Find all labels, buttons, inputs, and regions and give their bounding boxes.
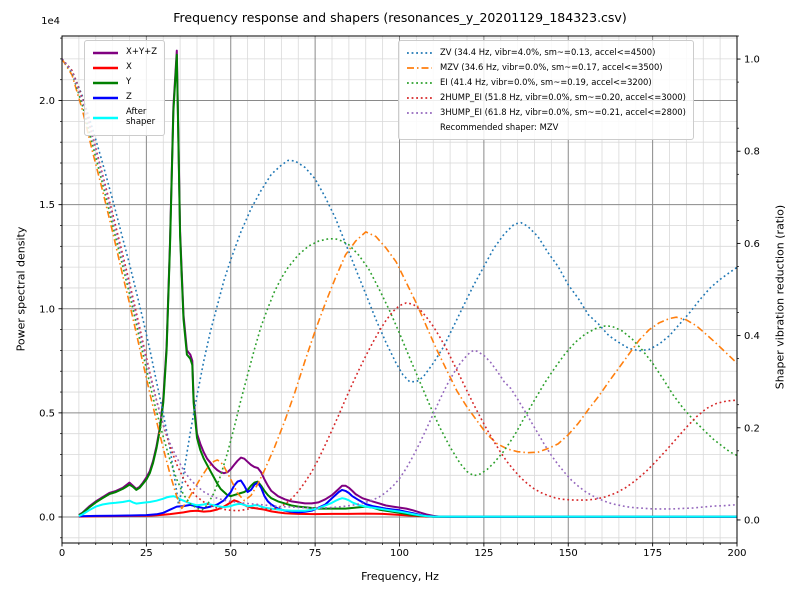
curve-zv: [62, 58, 737, 505]
x-tick-label: 75: [309, 548, 322, 559]
legend-item-z: Z: [92, 90, 157, 105]
curves: [62, 49, 737, 518]
y-right-tick-label: 0.6: [744, 239, 760, 250]
legend-item-mzv: MZV (34.6 Hz, vibr=0.0%, sm~=0.17, accel…: [406, 60, 686, 75]
legend-item-ei: EI (41.4 Hz, vibr=0.0%, sm~=0.19, accel<…: [406, 75, 686, 90]
curve-3hump_ei: [62, 58, 737, 510]
legend-item-label: Z: [126, 91, 132, 102]
legend-swatch-line: [407, 111, 432, 114]
legend-swatch-line: [407, 81, 432, 84]
y-right-tick-label: 0.4: [744, 331, 760, 342]
curve-mzv: [62, 58, 737, 510]
curve-after_shaper: [78, 495, 737, 518]
legend-item-label: MZV (34.6 Hz, vibr=0.0%, sm~=0.17, accel…: [440, 61, 663, 72]
y-right-tick-label: 1.0: [744, 55, 760, 66]
y-axis-label-left: Power spectral density: [14, 226, 28, 352]
tick-labels: 0 25 50 75 100 125 150 175 200 0.0 0.5 1.0 1.5 2.0 0.0…: [39, 55, 760, 559]
legend-item-y: Y: [92, 75, 157, 90]
legend-item-after_shaper: After shaper: [92, 105, 157, 131]
y-left-tick-label: 0.5: [39, 408, 55, 419]
x-tick-label: 200: [727, 548, 746, 559]
legend-recommended-note: Recommended shaper: MZV: [406, 120, 686, 135]
legend-item-2hump_ei: 2HUMP_EI (51.8 Hz, vibr=0.0%, sm~=0.20, …: [406, 90, 686, 105]
legend-item-label: After shaper: [126, 107, 156, 127]
x-tick-label: 175: [643, 548, 662, 559]
legend-item-3hump_ei: 3HUMP_EI (61.8 Hz, vibr=0.0%, sm~=0.21, …: [406, 105, 686, 120]
legend-swatch-line: [93, 51, 118, 54]
legend-item-label: X+Y+Z: [126, 46, 158, 57]
y-axis-label-right: Shaper vibration reduction (ratio): [773, 204, 787, 390]
legend-item-xyz: X+Y+Z: [92, 45, 157, 60]
y-left-tick-label: 0.0: [39, 512, 55, 523]
legend-item-label: X: [126, 61, 132, 72]
x-tick-label: 50: [224, 548, 237, 559]
legend-item-label: Y: [126, 76, 132, 87]
legend-swatch-line: [93, 96, 118, 99]
legend-item-label: ZV (34.4 Hz, vibr=4.0%, sm~=0.13, accel<…: [440, 46, 656, 57]
recommended-shaper-text: Recommended shaper: MZV: [440, 121, 559, 132]
y-right-tick-label: 0.0: [744, 515, 760, 526]
legend-swatch-line: [407, 66, 432, 69]
x-axis-label: Frequency, Hz: [361, 570, 439, 583]
y-right-tick-label: 0.8: [744, 147, 760, 158]
x-tick-label: 125: [474, 548, 493, 559]
y-right-tick-label: 0.2: [744, 423, 760, 434]
x-tick-label: 0: [59, 548, 65, 559]
chart-title: Frequency response and shapers (resonanc…: [173, 10, 627, 25]
y-left-tick-label: 2.0: [39, 96, 55, 107]
legend-swatch-line: [93, 116, 118, 120]
x-tick-label: 25: [140, 548, 153, 559]
legend-item-label: EI (41.4 Hz, vibr=0.0%, sm~=0.19, accel<…: [440, 76, 652, 87]
legend-item-x: X: [92, 60, 157, 75]
legend-swatch-line: [407, 51, 432, 54]
legend-swatch-line: [407, 96, 432, 99]
legend-signals: X+Y+Z X Y Z After shaper: [84, 40, 166, 136]
ticks: [58, 35, 741, 547]
x-tick-label: 150: [559, 548, 578, 559]
y-axis-offset-text: 1e4: [41, 16, 60, 27]
legend-swatch-line: [93, 81, 118, 84]
y-left-tick-label: 1.5: [39, 200, 55, 211]
legend-item-zv: ZV (34.4 Hz, vibr=4.0%, sm~=0.13, accel<…: [406, 45, 686, 60]
legend-item-label: 3HUMP_EI (61.8 Hz, vibr=0.0%, sm~=0.21, …: [440, 106, 686, 117]
y-left-tick-label: 1.0: [39, 304, 55, 315]
curve-ei: [62, 58, 737, 511]
curve-y: [78, 53, 737, 518]
curve-2hump_ei: [62, 58, 737, 512]
legend-swatch-line: [93, 66, 118, 69]
x-tick-label: 100: [390, 548, 409, 559]
legend-item-label: 2HUMP_EI (51.8 Hz, vibr=0.0%, sm~=0.20, …: [440, 91, 686, 102]
legend-shapers: ZV (34.4 Hz, vibr=4.0%, sm~=0.13, accel<…: [398, 40, 694, 140]
